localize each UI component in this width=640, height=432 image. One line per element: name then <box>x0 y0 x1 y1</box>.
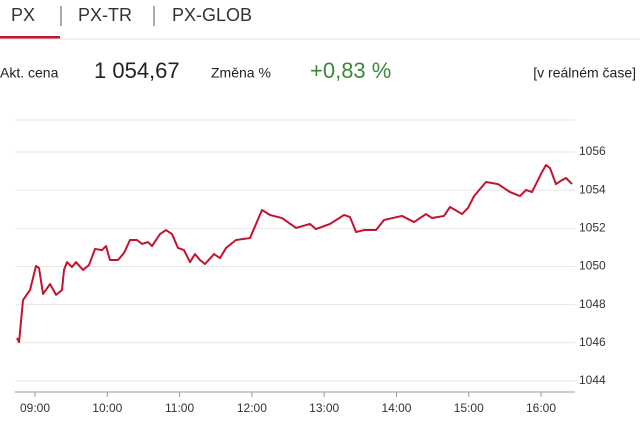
y-tick-label: 1056 <box>579 144 606 158</box>
x-tick-label: 10:00 <box>92 401 122 415</box>
x-tick-label: 13:00 <box>309 401 339 415</box>
tab[interactable]: PX-TR <box>78 5 132 25</box>
x-tick-label: 12:00 <box>237 401 267 415</box>
price: 1 054,67 <box>94 58 180 83</box>
realtime-note: [v reálném čase] <box>533 65 636 81</box>
y-tick-label: 1048 <box>579 297 606 311</box>
tab-active[interactable]: PX <box>11 5 35 25</box>
tab[interactable]: PX-GLOB <box>172 5 252 25</box>
x-tick-label: 09:00 <box>20 401 50 415</box>
change-label: Změna % <box>211 65 271 81</box>
x-tick-label: 16:00 <box>526 401 556 415</box>
y-tick-label: 1054 <box>579 182 606 196</box>
x-tick-label: 15:00 <box>454 401 484 415</box>
y-tick-label: 1050 <box>579 259 606 273</box>
price-label: Akt. cena <box>0 65 59 81</box>
y-tick-label: 1046 <box>579 335 606 349</box>
y-tick-label: 1044 <box>579 373 606 387</box>
price-line <box>16 164 573 344</box>
y-tick-label: 1052 <box>579 221 606 235</box>
tab-underline <box>0 36 60 39</box>
x-tick-label: 11:00 <box>165 401 194 415</box>
change: +0,83 % <box>310 58 391 83</box>
x-tick-label: 14:00 <box>381 401 411 415</box>
